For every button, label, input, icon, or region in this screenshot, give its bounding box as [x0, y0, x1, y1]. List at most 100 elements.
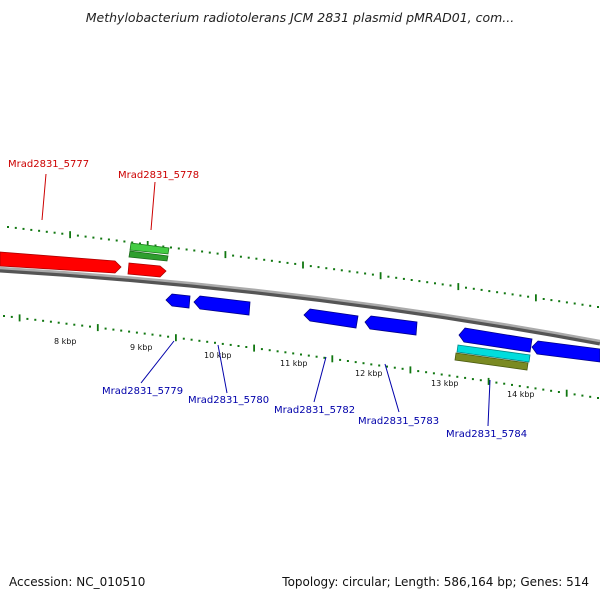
minor-tick — [573, 393, 576, 396]
minor-tick — [185, 248, 188, 251]
minor-tick — [128, 330, 131, 333]
minor-tick — [294, 262, 297, 265]
major-tick — [331, 355, 334, 363]
minor-tick — [286, 261, 289, 264]
rna-feature-green[interactable] — [128, 250, 169, 262]
gene-arrow-reverse[interactable] — [364, 315, 418, 336]
minor-tick — [371, 273, 374, 276]
gene-arrow-forward[interactable] — [0, 251, 122, 274]
scale-label: 13 kbp — [431, 379, 459, 388]
minor-tick — [49, 320, 52, 323]
gene-label-reverse[interactable]: Mrad2831_5784 — [446, 429, 527, 440]
label-leader-line — [41, 173, 47, 221]
minor-tick — [364, 272, 367, 275]
major-tick — [253, 344, 255, 352]
major-tick — [175, 334, 177, 342]
backbone-shadow — [0, 267, 600, 346]
rna-feature-green[interactable] — [129, 242, 170, 255]
minor-tick — [214, 341, 216, 344]
minor-tick — [503, 382, 506, 385]
minor-tick — [526, 386, 529, 389]
minor-tick — [589, 395, 592, 398]
minor-tick — [417, 370, 420, 373]
minor-tick — [135, 331, 138, 334]
minor-tick — [387, 275, 390, 278]
gene-arrow-reverse[interactable] — [165, 293, 191, 309]
inner-tick-ring — [3, 314, 599, 399]
minor-tick — [73, 323, 76, 326]
minor-tick — [449, 284, 452, 287]
minor-tick — [278, 260, 281, 263]
scale-label: 10 kbp — [204, 351, 232, 360]
minor-tick — [325, 267, 328, 270]
gene-label-reverse[interactable]: Mrad2831_5779 — [102, 386, 183, 397]
gene-arrow-reverse[interactable] — [458, 327, 533, 353]
gene-arrow-forward[interactable] — [127, 262, 167, 278]
major-tick — [487, 377, 490, 385]
minor-tick — [356, 271, 359, 274]
minor-tick — [26, 317, 29, 320]
minor-tick — [432, 372, 435, 375]
gene-arrow-reverse[interactable] — [193, 295, 251, 316]
minor-tick — [229, 343, 232, 346]
gene-label-forward[interactable]: Mrad2831_5777 — [8, 159, 89, 170]
minor-tick — [263, 258, 266, 261]
minor-tick — [104, 327, 107, 330]
major-tick — [409, 366, 412, 374]
minor-tick — [479, 379, 482, 382]
major-tick — [302, 261, 304, 269]
minor-tick — [92, 236, 95, 239]
minor-tick — [239, 255, 242, 258]
minor-tick — [198, 339, 201, 342]
minor-tick — [362, 362, 365, 365]
minor-tick — [84, 235, 87, 238]
minor-tick — [519, 294, 522, 297]
label-leader-line — [217, 344, 228, 394]
minor-tick — [177, 247, 180, 250]
gene-label-forward[interactable]: Mrad2831_5778 — [118, 170, 199, 181]
major-tick — [96, 324, 99, 332]
minor-tick — [170, 246, 172, 249]
minor-tick — [201, 250, 204, 253]
olive-feature[interactable] — [454, 352, 529, 371]
outer-tick-ring — [7, 226, 599, 308]
minor-tick — [107, 238, 110, 241]
minor-tick — [317, 266, 320, 269]
major-tick — [457, 283, 460, 291]
minor-tick — [441, 283, 444, 286]
gene-arrow-reverse[interactable] — [303, 308, 359, 329]
minor-tick — [471, 378, 474, 381]
minor-tick — [309, 265, 312, 268]
minor-tick — [558, 300, 561, 303]
gene-label-reverse[interactable]: Mrad2831_5780 — [188, 395, 269, 406]
minor-tick — [323, 356, 326, 359]
minor-tick — [139, 242, 141, 245]
cyan-feature[interactable] — [456, 344, 531, 363]
gene-arrow-reverse[interactable] — [531, 340, 600, 363]
minor-tick — [534, 387, 537, 390]
label-leader-line — [140, 340, 175, 384]
minor-tick — [395, 276, 398, 279]
minor-tick — [464, 376, 467, 379]
minor-tick — [465, 286, 467, 289]
minor-tick — [167, 335, 170, 338]
minor-tick — [511, 383, 513, 386]
minor-tick — [542, 388, 545, 391]
minor-tick — [300, 353, 302, 356]
scale-label: 9 kbp — [130, 343, 152, 352]
minor-tick — [488, 290, 491, 293]
minor-tick — [30, 228, 33, 231]
label-leader-line — [150, 181, 156, 231]
minor-tick — [378, 364, 381, 367]
minor-tick — [401, 367, 404, 370]
minor-tick — [76, 234, 79, 237]
minor-tick — [472, 287, 475, 290]
gene-label-reverse[interactable]: Mrad2831_5782 — [274, 405, 355, 416]
map-title: Methylobacterium radiotolerans JCM 2831 … — [85, 10, 515, 25]
minor-tick — [346, 360, 349, 362]
gene-label-reverse[interactable]: Mrad2831_5783 — [358, 416, 439, 427]
minor-tick — [348, 270, 351, 273]
backbone — [0, 266, 600, 343]
minor-tick — [425, 371, 428, 374]
minor-tick — [581, 303, 584, 306]
